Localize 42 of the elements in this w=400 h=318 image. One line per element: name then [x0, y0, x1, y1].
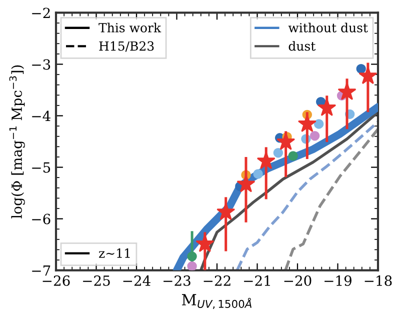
point [196, 234, 214, 252]
point [314, 119, 324, 129]
point [338, 82, 356, 100]
point [187, 261, 197, 270]
point [318, 98, 336, 116]
line-series [284, 128, 378, 270]
x-tick-label: −26 [42, 275, 70, 286]
x-tick-label: −19 [324, 275, 352, 286]
y-tick-label: −4 [32, 110, 50, 122]
y-tick-label: −2 [32, 8, 50, 18]
point [298, 114, 316, 132]
y-tick-label: −3 [32, 59, 50, 70]
point [310, 130, 320, 141]
x-tick-label: −20 [284, 275, 312, 286]
y-axis-title: log(Φ [mag$^{−1}$ Mpc$^{−3}$]) [9, 65, 25, 218]
annotation: z~11 [99, 248, 130, 258]
annotation: This work [98, 22, 162, 32]
legend-label: dust [288, 41, 316, 51]
x-tick-label: −24 [123, 275, 150, 286]
point [236, 174, 256, 192]
point [356, 64, 366, 74]
line-series [236, 120, 378, 270]
y-tick-label: −6 [32, 214, 50, 224]
point [358, 66, 378, 84]
point [276, 132, 296, 150]
y-tick-label: −7 [32, 265, 50, 276]
x-axis-title: M$_{UV,1500Å}$ [182, 294, 252, 310]
x-tick-label: −23 [164, 275, 190, 286]
x-tick-label: −25 [83, 275, 110, 286]
annotation: H15/B23 [99, 41, 154, 52]
point [187, 252, 197, 262]
line-series [200, 110, 378, 270]
point [253, 169, 263, 179]
x-tick-label: −18 [364, 275, 392, 286]
point [256, 151, 276, 170]
x-tick-label: −22 [204, 275, 230, 286]
x-tick-label: −21 [244, 275, 270, 286]
y-tick-label: −5 [32, 162, 50, 173]
point [288, 151, 298, 161]
point [273, 148, 284, 158]
point [216, 202, 236, 220]
legend-label: without dust [288, 22, 368, 32]
